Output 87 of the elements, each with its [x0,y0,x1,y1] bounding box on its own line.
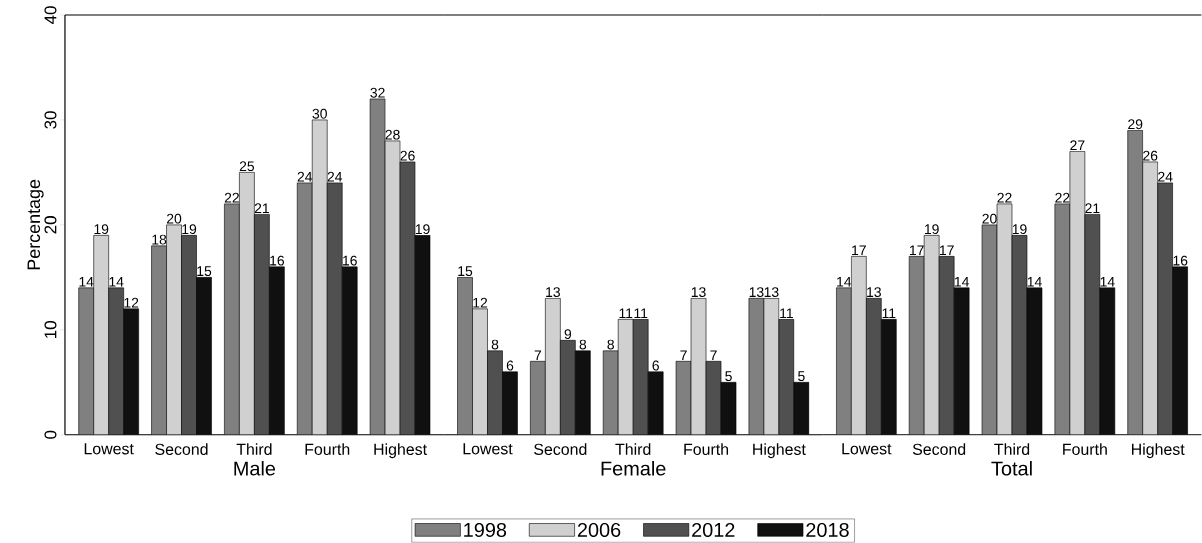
data-label: 14 [1027,277,1042,287]
data-label: 20 [982,213,997,224]
x-axis-title: Female [601,461,666,476]
data-label: 14 [109,277,124,287]
x-tick-label: Fourth [305,443,350,456]
x-tick-label: Fourth [684,443,729,456]
data-label: 22 [224,192,239,203]
data-label: 19 [182,224,197,235]
data-label: 26 [1143,150,1158,161]
legend-label: 1998 [464,523,507,538]
data-label: 20 [166,213,182,224]
data-label: 7 [680,350,687,361]
data-label: 7 [534,350,542,361]
y-tick-label: 40 [44,6,57,25]
legend-label: 2012 [692,523,735,538]
data-label: 8 [579,339,587,350]
data-label: 11 [882,308,896,319]
x-tick-label: Third [615,443,651,456]
data-label: 19 [1012,224,1027,235]
data-label: 18 [152,234,167,245]
data-label: 11 [634,308,648,319]
data-label: 13 [867,287,881,298]
data-label: 21 [1085,203,1100,214]
data-label: 12 [473,297,488,308]
data-label: 25 [239,161,255,172]
data-label: 24 [1158,171,1173,182]
data-label: 14 [79,277,94,287]
data-label: 16 [1173,255,1188,266]
data-label: 5 [725,371,732,382]
x-tick-label: Third [994,443,1030,456]
x-tick-label: Second [155,443,208,456]
y-tick-label: 30 [44,111,57,129]
data-label: 12 [124,297,139,308]
data-label: 14 [954,277,969,287]
data-label: 16 [270,255,284,266]
data-label: 17 [939,245,954,256]
data-label: 14 [837,277,852,287]
data-label: 22 [997,192,1012,203]
data-label: 32 [370,87,385,98]
y-axis-title: Percentage [27,179,44,270]
data-label: 9 [564,329,572,340]
x-tick-label: Third [236,443,272,456]
data-label: 13 [749,287,764,298]
data-label: 24 [327,171,343,182]
y-tick-label: 20 [44,216,57,234]
legend-label: 2018 [806,523,849,538]
data-label: 5 [798,371,805,382]
data-label: 17 [852,245,866,256]
data-label: 11 [619,308,633,319]
x-tick-label: Lowest [842,443,892,455]
data-label: 15 [458,266,473,277]
data-label: 22 [1055,192,1070,203]
legend-label: 2006 [577,523,621,538]
data-label: 17 [909,245,924,256]
data-label: 28 [385,129,400,140]
data-label: 14 [1100,277,1115,287]
data-label: 8 [607,339,614,350]
x-tick-label: Highest [1132,443,1185,459]
data-label: 7 [710,350,717,361]
data-label: 19 [415,224,430,235]
data-label: 13 [764,287,779,298]
data-label: 16 [343,255,357,266]
data-label: 6 [506,360,514,371]
data-label: 19 [924,224,939,235]
y-tick-label: 0 [44,430,57,439]
data-label: 6 [652,360,659,371]
x-axis-title: Total [991,461,1032,476]
y-tick-label: 10 [44,321,57,339]
x-axis-title: Male [234,461,276,476]
x-tick-label: Fourth [1063,443,1107,456]
x-tick-label: Lowest [84,443,134,455]
data-label: 13 [691,287,706,298]
data-label: 26 [400,150,415,161]
data-label: 29 [1128,119,1143,130]
data-label: 11 [780,308,793,319]
x-tick-label: Highest [753,443,806,459]
x-tick-label: Second [912,443,966,456]
data-label: 27 [1070,140,1085,151]
data-label: 8 [491,339,499,350]
x-tick-label: Lowest [463,443,513,455]
data-label: 24 [297,171,313,182]
data-label: 19 [94,224,109,235]
data-label: 15 [197,266,212,277]
x-tick-label: Second [534,443,587,456]
data-label: 30 [312,108,327,119]
data-label: 13 [546,287,560,298]
x-tick-label: Highest [374,443,427,459]
